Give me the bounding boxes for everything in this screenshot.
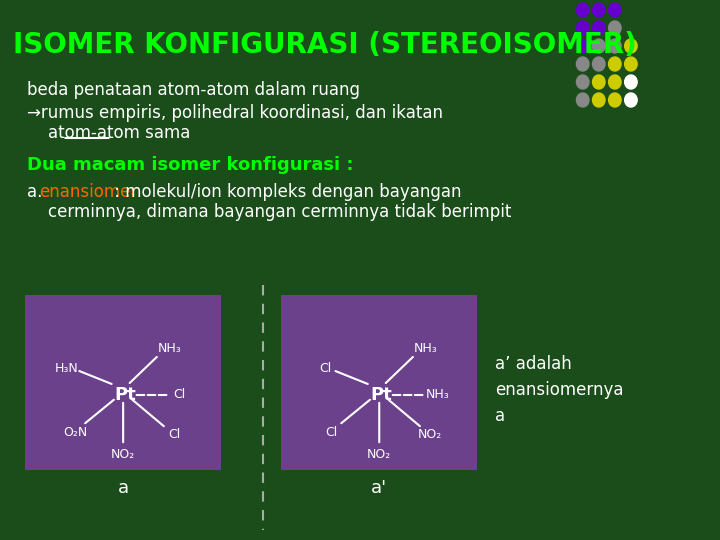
Text: enansiomer: enansiomer: [40, 183, 138, 201]
Text: NH₃: NH₃: [426, 388, 449, 402]
Circle shape: [577, 93, 589, 107]
Circle shape: [593, 39, 605, 53]
Text: Cl: Cl: [320, 361, 332, 375]
Circle shape: [625, 39, 637, 53]
Circle shape: [625, 75, 637, 89]
Circle shape: [593, 3, 605, 17]
Circle shape: [593, 21, 605, 35]
Text: →rumus empiris, polihedral koordinasi, dan ikatan: →rumus empiris, polihedral koordinasi, d…: [27, 104, 443, 122]
Text: beda penataan atom-atom dalam ruang: beda penataan atom-atom dalam ruang: [27, 81, 360, 99]
Text: Cl: Cl: [168, 429, 180, 442]
Bar: [281, 295, 477, 470]
Circle shape: [577, 39, 589, 53]
Circle shape: [608, 75, 621, 89]
Circle shape: [593, 75, 605, 89]
Text: atom-atom sama: atom-atom sama: [27, 124, 190, 142]
Text: cerminnya, dimana bayangan cerminnya tidak berimpit: cerminnya, dimana bayangan cerminnya tid…: [27, 203, 511, 221]
Text: ISOMER KONFIGURASI (STEREOISOMER): ISOMER KONFIGURASI (STEREOISOMER): [14, 31, 637, 59]
Circle shape: [608, 39, 621, 53]
Circle shape: [577, 3, 589, 17]
Text: H₃N: H₃N: [55, 361, 78, 375]
Circle shape: [593, 57, 605, 71]
Circle shape: [577, 75, 589, 89]
Circle shape: [625, 93, 637, 107]
Circle shape: [608, 21, 621, 35]
Text: NO₂: NO₂: [367, 449, 392, 462]
Text: a': a': [372, 479, 387, 497]
Circle shape: [593, 93, 605, 107]
Text: Pt: Pt: [114, 386, 136, 404]
Text: a: a: [117, 479, 129, 497]
Bar: [25, 295, 221, 470]
Text: NH₃: NH₃: [414, 341, 438, 354]
Text: O₂N: O₂N: [63, 426, 87, 438]
Text: Cl: Cl: [325, 426, 337, 438]
Text: a’ adalah
enansiomernya
a: a’ adalah enansiomernya a: [495, 355, 624, 426]
Text: Pt: Pt: [370, 386, 392, 404]
Circle shape: [608, 57, 621, 71]
Text: NH₃: NH₃: [158, 341, 181, 354]
Text: NO₂: NO₂: [418, 429, 442, 442]
Text: Dua macam isomer konfigurasi :: Dua macam isomer konfigurasi :: [27, 156, 354, 174]
Text: a.: a.: [27, 183, 48, 201]
Text: NO₂: NO₂: [111, 449, 135, 462]
Circle shape: [625, 57, 637, 71]
Circle shape: [577, 57, 589, 71]
Text: Cl: Cl: [174, 388, 186, 402]
Circle shape: [608, 93, 621, 107]
Text: : molekul/ion kompleks dengan bayangan: : molekul/ion kompleks dengan bayangan: [109, 183, 462, 201]
Circle shape: [608, 3, 621, 17]
Circle shape: [577, 21, 589, 35]
